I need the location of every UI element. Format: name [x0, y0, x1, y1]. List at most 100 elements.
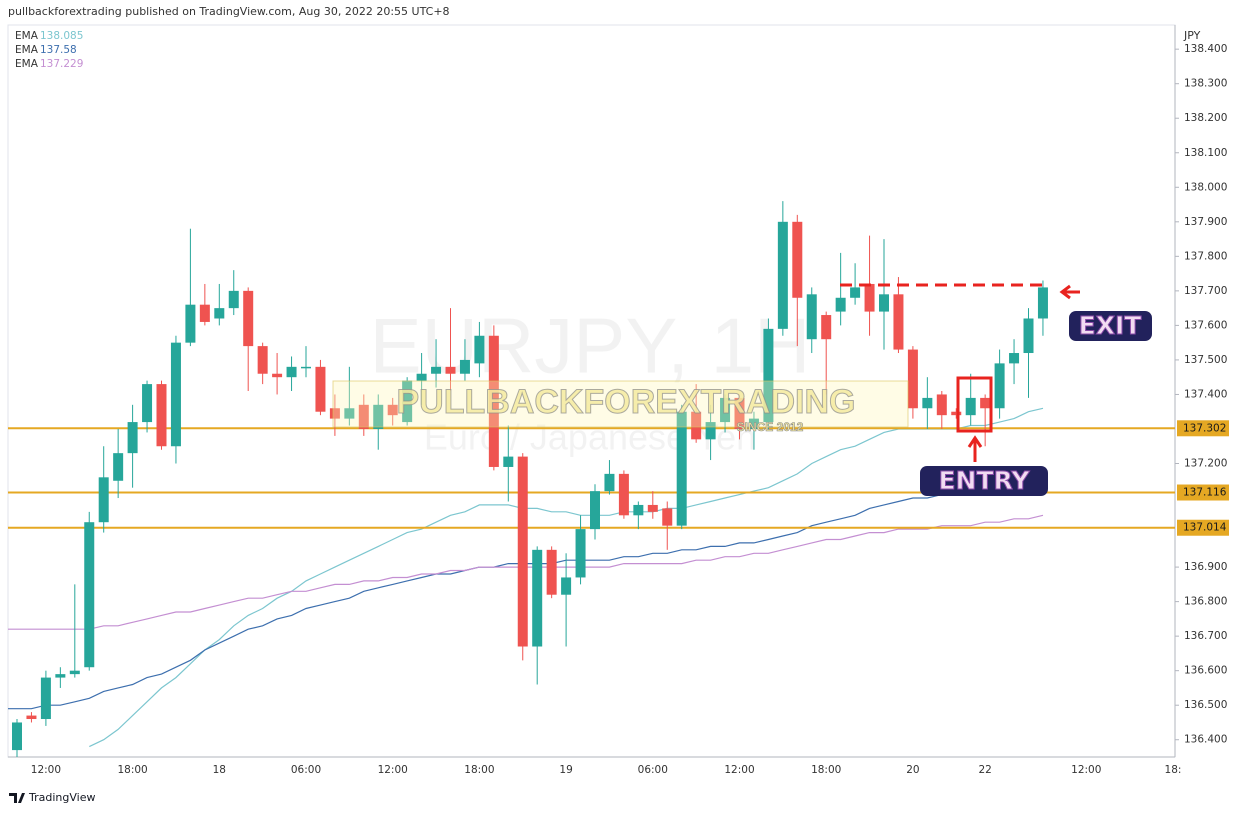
candle-body: [647, 504, 658, 512]
candle-body: [170, 342, 181, 447]
candle-body: [488, 335, 499, 467]
candle-body: [676, 411, 687, 526]
candle-body: [416, 373, 427, 381]
footer-text: TradingView: [28, 791, 95, 804]
y-tick-label: 136.400: [1184, 734, 1227, 746]
header: pullbackforextrading published on Tradin…: [8, 5, 450, 18]
candle-body: [199, 304, 210, 322]
candle-body: [69, 670, 80, 675]
y-tick-label: 137.600: [1184, 319, 1227, 331]
x-tick-label: 06:00: [291, 764, 321, 776]
candle-body: [604, 473, 615, 492]
candle-body: [575, 529, 586, 578]
candle-body: [835, 297, 846, 312]
candle-body: [893, 294, 904, 350]
brand-watermark: PULLBACKFOREXTRADING: [397, 383, 856, 421]
candle-body: [228, 290, 239, 309]
x-tick-label: 06:00: [638, 764, 668, 776]
x-tick-label: 12:00: [1071, 764, 1101, 776]
candle-body: [792, 221, 803, 298]
legend-value: 137.58: [40, 44, 77, 56]
candle-body: [618, 473, 629, 516]
y-tick-label: 138.000: [1184, 181, 1227, 193]
y-tick-label: 138.200: [1184, 112, 1227, 124]
legend-value: 137.229: [40, 58, 83, 70]
candle-body: [214, 308, 225, 319]
y-tick-label: 138.300: [1184, 78, 1227, 90]
x-tick-label: 12:00: [31, 764, 61, 776]
candle-body: [850, 287, 861, 298]
candle-body: [26, 715, 37, 720]
ema-line: [8, 473, 1044, 710]
candle-body: [1009, 353, 1020, 364]
level-label-box: [1177, 519, 1229, 536]
y-tick-label: 137.700: [1184, 285, 1227, 297]
candle-body: [720, 397, 731, 423]
y-tick-label: 136.700: [1184, 630, 1227, 642]
legend-name: EMA: [15, 58, 39, 70]
candle-body: [373, 404, 384, 429]
exit-label: EXIT: [1079, 311, 1142, 340]
x-tick-label: 18:: [1165, 764, 1182, 776]
y-tick-label: 137.900: [1184, 216, 1227, 228]
plot: [8, 201, 1175, 757]
level-label: 137.116: [1183, 487, 1227, 499]
candle-body: [12, 722, 22, 751]
candle-body: [272, 373, 283, 378]
candle-body: [113, 453, 124, 481]
candle-body: [301, 366, 311, 369]
plot-area: [7, 24, 1176, 758]
ema-line: [89, 407, 1044, 748]
candle-body: [286, 366, 297, 378]
candle-body: [633, 504, 644, 516]
candle-body: [763, 328, 774, 423]
ema-line: [8, 514, 1044, 630]
candle-body: [40, 677, 51, 720]
candle-body: [691, 411, 702, 440]
candle-body: [879, 294, 889, 312]
watermark-title: EURJPY, 1H: [370, 302, 811, 390]
y-tick-label: 136.900: [1184, 561, 1227, 573]
candle-body: [156, 384, 167, 447]
candle-body: [748, 418, 759, 429]
candle-body: [705, 422, 716, 440]
y-tick-label: 137.400: [1184, 388, 1227, 400]
candle-body: [127, 422, 138, 454]
candle-body: [257, 346, 268, 374]
candle-body: [734, 397, 745, 429]
y-tick-label: 137.800: [1184, 250, 1227, 262]
candle-body: [243, 290, 254, 347]
x-tick-label: 18:00: [464, 764, 494, 776]
candle-body: [951, 411, 962, 416]
candle-body: [431, 366, 442, 374]
y-tick-label: 136.500: [1184, 699, 1227, 711]
candle-body: [922, 397, 933, 409]
candle-body: [1037, 287, 1048, 319]
candle-body: [936, 394, 947, 416]
candle-body: [55, 674, 66, 678]
candle-body: [864, 283, 875, 312]
candle-body: [142, 384, 153, 423]
brand-watermark-sub: SINCE 2012: [737, 420, 804, 434]
candle-body: [806, 294, 817, 340]
x-tick-label: 18:00: [117, 764, 147, 776]
exit-label-box: [1069, 311, 1152, 341]
y-tick-label: 136.600: [1184, 665, 1227, 677]
candle-body: [532, 549, 543, 647]
level-label: 137.014: [1183, 522, 1227, 534]
candle-body: [907, 349, 918, 409]
x-tick-label: 22: [978, 764, 991, 776]
x-tick-label: 19: [559, 764, 572, 776]
footer: TradingView: [9, 791, 95, 804]
candle-body: [965, 397, 976, 416]
y-tick-label: 136.800: [1184, 596, 1227, 608]
overlay: PULLBACKFOREXTRADING SINCE 2012 EXIT ENT…: [332, 283, 1152, 496]
legend-name: EMA: [15, 44, 39, 56]
candle-body: [98, 477, 109, 523]
candle-body: [980, 397, 991, 409]
candle-body: [84, 522, 95, 668]
candle-body: [459, 359, 470, 374]
candle-body: [344, 408, 355, 419]
candle-body: [503, 456, 514, 467]
candle-body: [777, 221, 788, 329]
